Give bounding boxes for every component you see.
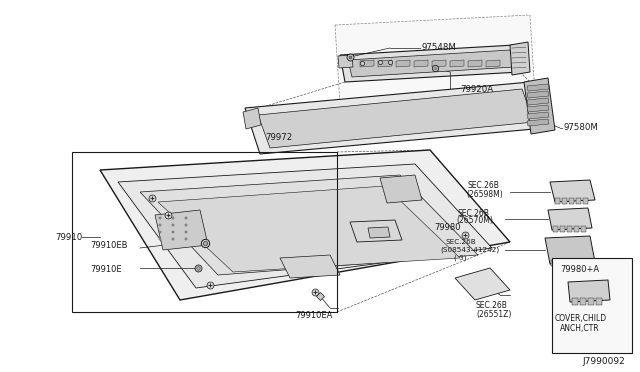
Polygon shape — [368, 227, 390, 238]
Bar — [552, 258, 632, 353]
Text: 79910: 79910 — [55, 232, 83, 241]
Polygon shape — [555, 198, 560, 204]
Text: 79972: 79972 — [265, 134, 292, 142]
Polygon shape — [583, 198, 588, 204]
Polygon shape — [340, 45, 520, 82]
Text: 79910EB: 79910EB — [90, 241, 127, 250]
Polygon shape — [574, 226, 579, 232]
Polygon shape — [396, 60, 410, 67]
Polygon shape — [527, 119, 549, 126]
Polygon shape — [486, 60, 500, 67]
Polygon shape — [245, 82, 545, 154]
Polygon shape — [580, 298, 586, 305]
Text: 79910E: 79910E — [90, 264, 122, 273]
Text: 79980+A: 79980+A — [560, 266, 599, 275]
Polygon shape — [545, 236, 595, 264]
Polygon shape — [118, 164, 492, 288]
Polygon shape — [551, 260, 556, 266]
Polygon shape — [455, 268, 510, 300]
Polygon shape — [414, 60, 428, 67]
Bar — [72, 152, 337, 312]
Polygon shape — [560, 226, 565, 232]
Polygon shape — [568, 280, 610, 302]
Polygon shape — [100, 150, 510, 300]
Text: (S08543-41242): (S08543-41242) — [440, 247, 499, 253]
Polygon shape — [562, 198, 567, 204]
Polygon shape — [557, 260, 562, 266]
Polygon shape — [450, 60, 464, 67]
Polygon shape — [575, 260, 580, 266]
Polygon shape — [350, 220, 402, 242]
Polygon shape — [581, 260, 586, 266]
Polygon shape — [527, 98, 549, 105]
Text: COVER,CHILD: COVER,CHILD — [555, 314, 607, 323]
Text: SEC.26B: SEC.26B — [458, 208, 490, 218]
Polygon shape — [569, 198, 574, 204]
Polygon shape — [567, 226, 572, 232]
Polygon shape — [468, 60, 482, 67]
Text: 97580M: 97580M — [564, 124, 599, 132]
Polygon shape — [576, 198, 581, 204]
Polygon shape — [550, 180, 595, 202]
Polygon shape — [155, 210, 208, 250]
Polygon shape — [432, 60, 446, 67]
Polygon shape — [572, 298, 578, 305]
Polygon shape — [563, 260, 568, 266]
Polygon shape — [581, 226, 586, 232]
Text: 79980: 79980 — [434, 224, 461, 232]
Text: (26598M): (26598M) — [466, 189, 503, 199]
Polygon shape — [380, 175, 422, 203]
Polygon shape — [596, 298, 602, 305]
Polygon shape — [243, 108, 261, 129]
Polygon shape — [360, 60, 374, 67]
Polygon shape — [510, 42, 530, 75]
Polygon shape — [258, 89, 534, 148]
Polygon shape — [524, 78, 555, 134]
Polygon shape — [338, 55, 353, 68]
Polygon shape — [348, 50, 514, 77]
Polygon shape — [158, 186, 460, 272]
Polygon shape — [527, 84, 549, 91]
Text: SEC.26B: SEC.26B — [476, 301, 508, 311]
Polygon shape — [335, 15, 535, 105]
Polygon shape — [527, 112, 549, 119]
Text: 97548M: 97548M — [422, 44, 457, 52]
Polygon shape — [527, 91, 549, 98]
Text: (26570M): (26570M) — [456, 217, 493, 225]
Text: (26551Z): (26551Z) — [476, 310, 511, 318]
Text: SEC.26B: SEC.26B — [446, 239, 477, 245]
Polygon shape — [588, 298, 594, 305]
Polygon shape — [569, 260, 574, 266]
Polygon shape — [553, 226, 558, 232]
Text: SEC.26B: SEC.26B — [468, 182, 500, 190]
Polygon shape — [378, 60, 392, 67]
Polygon shape — [140, 175, 478, 275]
Text: J7990092: J7990092 — [582, 357, 625, 366]
Text: ANCH,CTR: ANCH,CTR — [560, 324, 600, 333]
Text: 79920A: 79920A — [460, 86, 493, 94]
Polygon shape — [280, 255, 340, 278]
Text: 79910EA: 79910EA — [295, 311, 332, 320]
Text: ( 3): ( 3) — [454, 255, 467, 261]
Polygon shape — [548, 208, 592, 230]
Polygon shape — [527, 105, 549, 112]
